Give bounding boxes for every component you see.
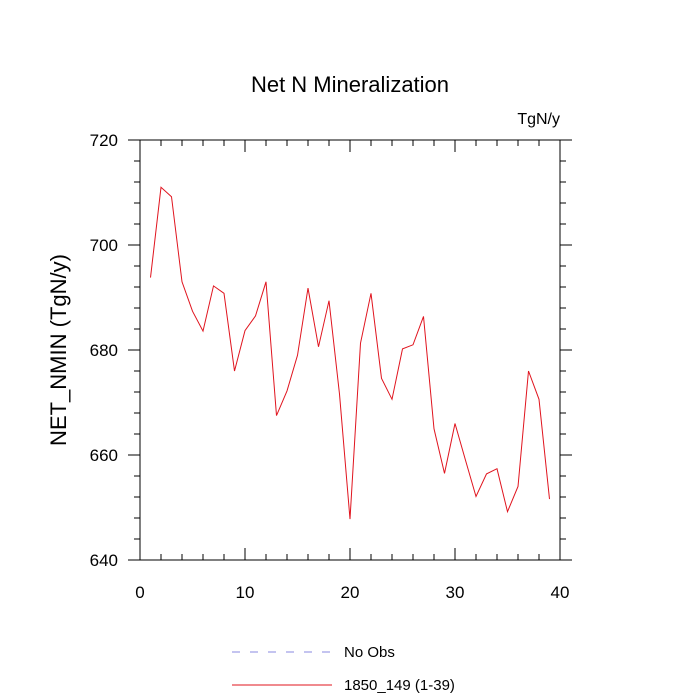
- x-tick-label: 10: [236, 583, 255, 602]
- x-tick-label: 40: [551, 583, 570, 602]
- units-label: TgN/y: [517, 111, 560, 128]
- series-line: [150, 186, 550, 520]
- legend: No Obs 1850_149 (1-39): [232, 644, 455, 694]
- y-tick-label: 720: [90, 131, 118, 150]
- legend-label: 1850_149 (1-39): [344, 677, 455, 694]
- series-layer: [150, 186, 550, 520]
- axes-frame: [139, 139, 561, 561]
- y-tick-label: 680: [90, 341, 118, 360]
- x-tick-label: 20: [341, 583, 360, 602]
- plot-frame: [139, 139, 561, 561]
- y-tick-label: 700: [90, 236, 118, 255]
- legend-label: No Obs: [344, 644, 395, 661]
- axis-ticks: [128, 139, 572, 561]
- chart-title: Net N Mineralization: [251, 72, 449, 97]
- x-tick-label: 30: [446, 583, 465, 602]
- tick-labels: 0 10 20 30 40 640 660 680 700 720: [90, 131, 570, 602]
- x-tick-label: 0: [135, 583, 144, 602]
- y-tick-label: 640: [90, 551, 118, 570]
- y-axis-label: NET_NMIN (TgN/y): [46, 254, 71, 446]
- y-tick-label: 660: [90, 446, 118, 465]
